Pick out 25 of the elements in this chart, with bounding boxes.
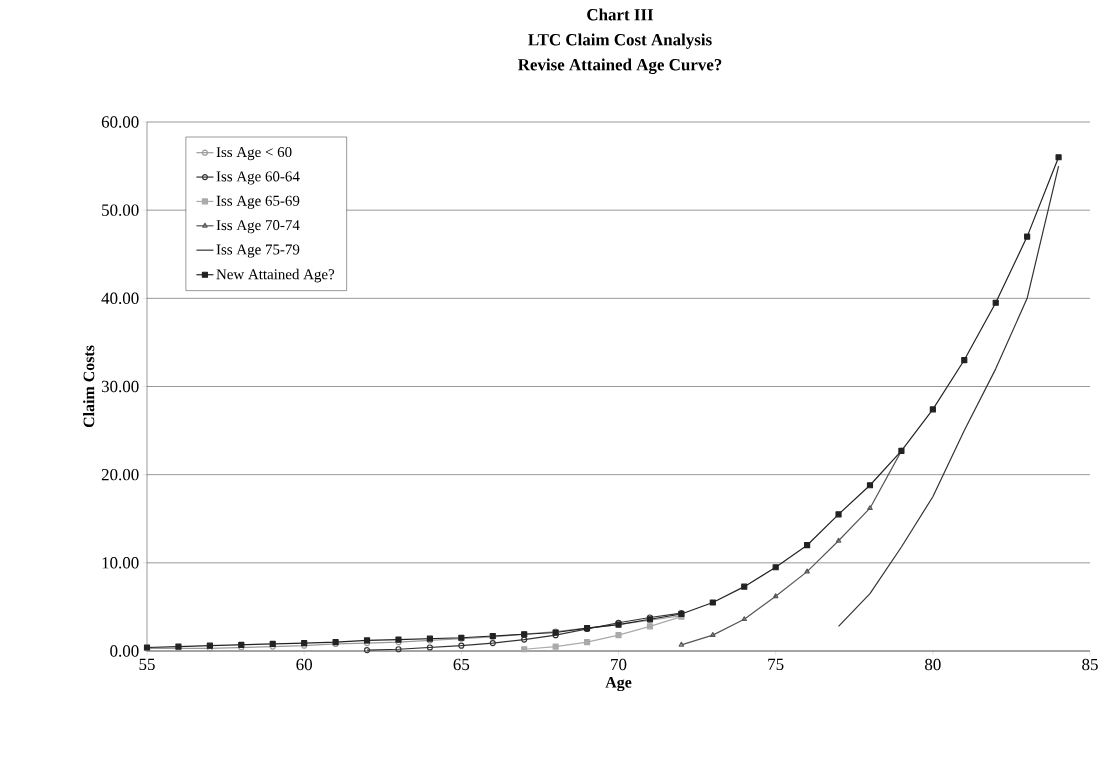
legend-label: Iss Age 75-79 (216, 244, 300, 258)
legend-label: Iss Age < 60 (216, 146, 292, 161)
y-tick-label: 0.00 (110, 645, 139, 657)
x-tick-label: 75 (768, 658, 784, 671)
legend-label: Iss Age 70-74 (216, 220, 300, 234)
x-tick-label: 85 (1082, 658, 1098, 671)
legend-label: Iss Age 65-69 (216, 195, 300, 209)
y-tick-label: 10.00 (102, 557, 139, 569)
y-tick-label: 40.00 (101, 292, 139, 305)
x-tick-label: 70 (611, 658, 627, 671)
x-tick-label: 55 (139, 658, 155, 671)
y-tick-label: 60.00 (101, 116, 139, 128)
y-tick-label: 30.00 (101, 380, 139, 393)
x-tick-label: 60 (296, 658, 312, 671)
text: Revise Attained Age Curve? (518, 58, 722, 74)
y-tick-label: 50.00 (102, 204, 139, 216)
legend-label: New Attained Age? (216, 268, 335, 283)
chart-title: Chart III (587, 8, 654, 21)
chart-subtitle: LTC Claim Cost Analysis (528, 33, 712, 49)
y-tick-label: 20.00 (101, 468, 139, 481)
x-tick-label: 80 (925, 658, 941, 671)
y-axis-title: Claim Costs (83, 345, 95, 428)
x-tick-label: 65 (453, 658, 470, 671)
legend-label: Iss Age 60-64 (216, 171, 300, 185)
x-axis-title: Age (605, 677, 632, 692)
